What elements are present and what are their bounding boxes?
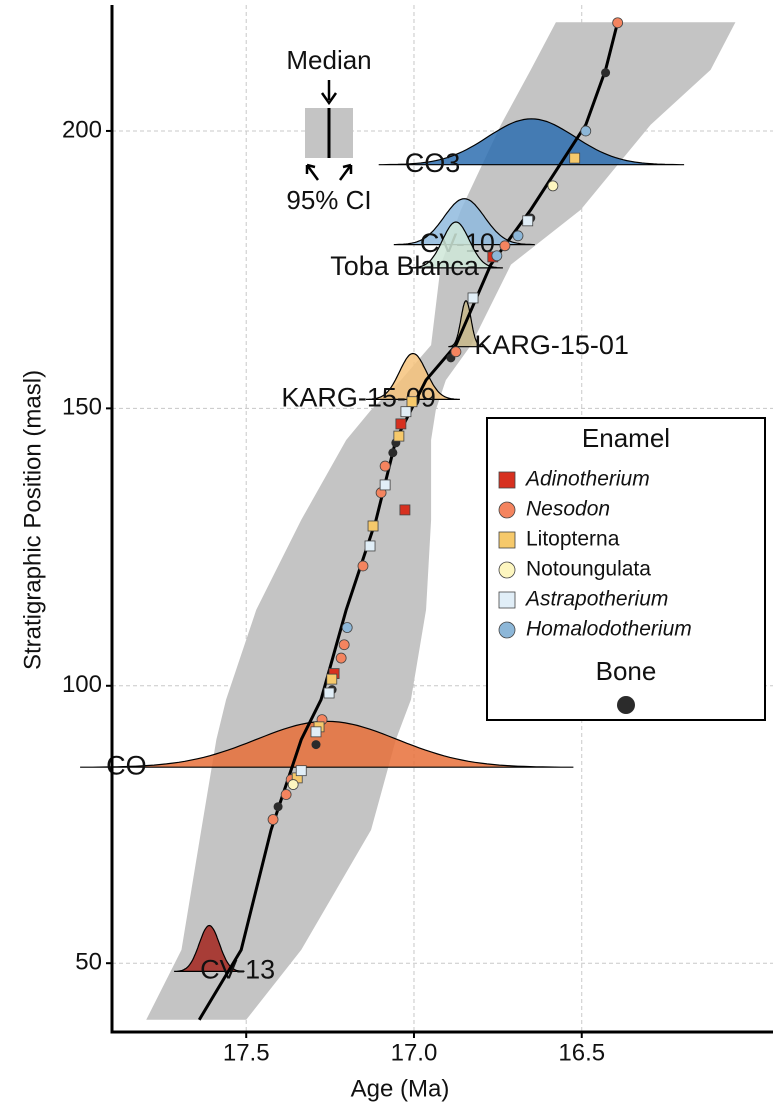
legend-marker [498, 531, 516, 549]
ash-density [408, 221, 503, 269]
legend-marker [498, 561, 516, 579]
bone-point [388, 448, 398, 458]
x-tick-label: 17.5 [223, 1039, 270, 1066]
data-point [357, 560, 369, 572]
data-point [399, 504, 411, 516]
data-point [612, 17, 624, 29]
inset-key: Median 95% CI [286, 45, 371, 215]
data-point [295, 765, 307, 777]
ash-label: Toba Blanca [330, 251, 480, 281]
data-point [491, 250, 503, 262]
ash-density [80, 720, 574, 768]
inset-arrow [305, 163, 320, 181]
ash-density [393, 198, 535, 246]
data-point [547, 180, 559, 192]
data-point [450, 346, 462, 358]
data-point [364, 540, 376, 552]
inset-ci-label: 95% CI [286, 185, 371, 215]
data-point [499, 240, 511, 252]
ash-label: CO3 [405, 148, 461, 178]
data-point [467, 292, 479, 304]
legend-label: Litopterna [526, 528, 620, 551]
legend-marker [617, 696, 635, 714]
data-point [326, 673, 338, 685]
data-point [512, 230, 524, 242]
bone-point [273, 802, 283, 812]
data-point [522, 215, 534, 227]
inset-arrow [338, 163, 353, 181]
data-point [341, 622, 353, 633]
inset-median-label: Median [286, 45, 371, 75]
axis-frame [110, 5, 773, 1034]
data-point [569, 152, 581, 164]
data-point [367, 520, 379, 532]
bone-point [311, 740, 321, 750]
ash-density [378, 118, 685, 166]
legend: Enamel Adinotherium Nesodon Litopterna Noto… [486, 417, 766, 721]
y-axis-label: Stratigraphic Position (masl) [19, 370, 46, 670]
confidence-band [146, 22, 736, 1020]
data-point [335, 652, 347, 664]
data-point [395, 418, 407, 430]
ash-label: KARG-15-01 [474, 330, 629, 360]
ash-density [174, 924, 245, 972]
legend-label: Bone [596, 656, 657, 686]
data-point [338, 639, 350, 651]
ash-density [366, 352, 460, 400]
x-tick-label: 16.5 [558, 1039, 605, 1066]
y-tick-label: 150 [62, 394, 102, 421]
y-tick-label: 200 [62, 116, 102, 143]
data-point [287, 779, 299, 790]
legend-box [486, 417, 766, 721]
data-point [406, 396, 418, 408]
legend-label: Adinotherium [524, 468, 650, 491]
legend-marker [498, 501, 516, 519]
legend-label: Notoungulata [526, 558, 651, 581]
legend-marker [498, 591, 516, 609]
data-point [280, 789, 292, 800]
inset-arrow-head [320, 92, 338, 106]
y-tick-label: 100 [62, 671, 102, 698]
ash-label: CV-13 [200, 955, 275, 985]
data-point [323, 687, 335, 699]
x-tick-label: 17.0 [391, 1039, 438, 1066]
legend-marker [498, 471, 516, 489]
legend-marker [498, 621, 516, 639]
legend-label: Nesodon [526, 498, 610, 521]
legend-label: Astrapotherium [524, 588, 668, 611]
x-axis-label: Age (Ma) [351, 1075, 450, 1102]
data-point [400, 406, 412, 418]
y-tick-label: 50 [75, 949, 102, 976]
data-point [310, 726, 322, 738]
data-point [393, 430, 405, 442]
data-point [379, 460, 391, 472]
data-point [267, 814, 279, 825]
data-point [379, 479, 391, 491]
data-point [580, 125, 592, 137]
legend-label: Homalodotherium [526, 618, 692, 641]
legend-title: Enamel [582, 423, 670, 453]
bone-point [601, 68, 611, 78]
